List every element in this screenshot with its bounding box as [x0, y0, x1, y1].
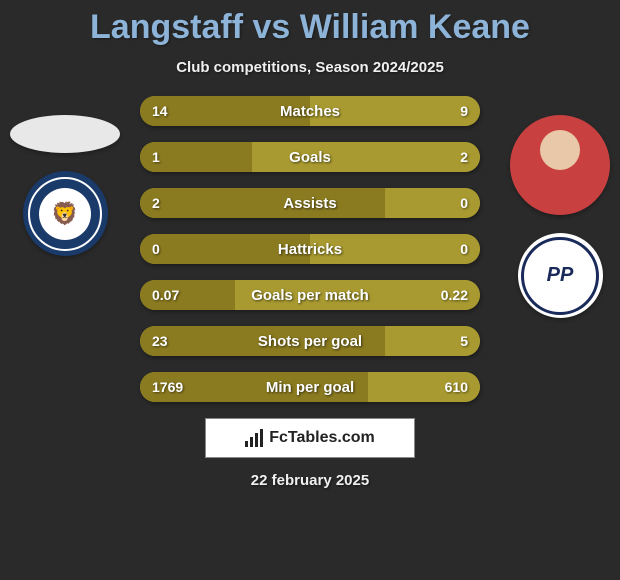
- stat-label: Assists: [140, 195, 480, 212]
- stat-row: 00Hattricks: [140, 234, 480, 264]
- club-crest-right: PP: [518, 233, 603, 318]
- page-subtitle: Club competitions, Season 2024/2025: [0, 59, 620, 76]
- stat-row: 20Assists: [140, 188, 480, 218]
- stat-label: Shots per goal: [140, 333, 480, 350]
- bars-icon: [245, 429, 263, 447]
- club-crest-left: 🦁: [23, 171, 108, 256]
- crest-text-icon: PP: [547, 264, 574, 287]
- stat-row: 12Goals: [140, 142, 480, 172]
- player-right-avatar: [510, 115, 610, 215]
- site-logo: FcTables.com: [205, 418, 415, 458]
- stat-label: Goals per match: [140, 287, 480, 304]
- stat-row: 1769610Min per goal: [140, 372, 480, 402]
- page-title: Langstaff vs William Keane: [0, 0, 620, 47]
- logo-text: FcTables.com: [269, 429, 375, 447]
- stat-row: 149Matches: [140, 96, 480, 126]
- stat-label: Hattricks: [140, 241, 480, 258]
- stat-row: 0.070.22Goals per match: [140, 280, 480, 310]
- player-left-column: 🦁: [10, 115, 120, 256]
- player-right-column: PP: [510, 115, 610, 318]
- date-text: 22 february 2025: [0, 472, 620, 489]
- lion-icon: 🦁: [39, 188, 91, 240]
- stat-label: Matches: [140, 103, 480, 120]
- stat-row: 235Shots per goal: [140, 326, 480, 356]
- stat-label: Min per goal: [140, 379, 480, 396]
- stat-label: Goals: [140, 149, 480, 166]
- player-left-avatar: [10, 115, 120, 153]
